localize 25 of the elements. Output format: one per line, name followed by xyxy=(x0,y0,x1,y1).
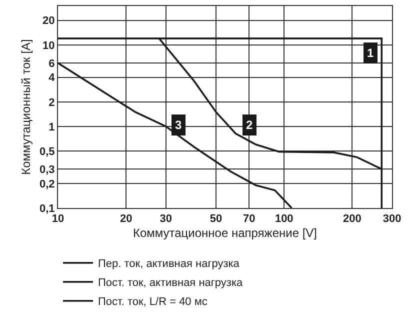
annotation: 3 xyxy=(175,118,182,132)
y-tick-label: 4 xyxy=(48,72,56,84)
y-tick-label: 6 xyxy=(48,58,55,70)
legend-label: Пост. ток, L/R = 40 мс xyxy=(98,296,208,308)
y-tick-label: 20 xyxy=(42,15,55,28)
legend-label: Пост. ток, активная нагрузка xyxy=(98,277,244,290)
y-tick-label: 1 xyxy=(48,121,55,134)
legend-label: Пер. ток, активная нагрузка xyxy=(98,258,240,270)
y-tick-label: 0,1 xyxy=(40,202,55,215)
x-tick-label: 100 xyxy=(274,213,294,226)
y-tick-label: 0,2 xyxy=(40,178,55,190)
y-tick-label: 10 xyxy=(42,40,55,52)
x-tick-label: 300 xyxy=(382,213,402,226)
y-axis-title: Коммутационный ток [A] xyxy=(18,39,33,175)
x-axis-title: Коммутационное напряжение [V] xyxy=(132,226,318,240)
x-tick-label: 200 xyxy=(343,213,362,226)
y-tick-label: 2 xyxy=(48,96,55,109)
y-tick-label: 0,3 xyxy=(40,164,55,176)
x-tick-label: 20 xyxy=(120,213,132,226)
y-tick-label: 0,5 xyxy=(40,146,55,158)
x-tick-label: 30 xyxy=(160,213,172,226)
annotation: 2 xyxy=(246,118,253,132)
x-tick-label: 50 xyxy=(210,213,222,226)
x-tick-label: 70 xyxy=(242,213,256,226)
annotation: 1 xyxy=(367,46,374,60)
